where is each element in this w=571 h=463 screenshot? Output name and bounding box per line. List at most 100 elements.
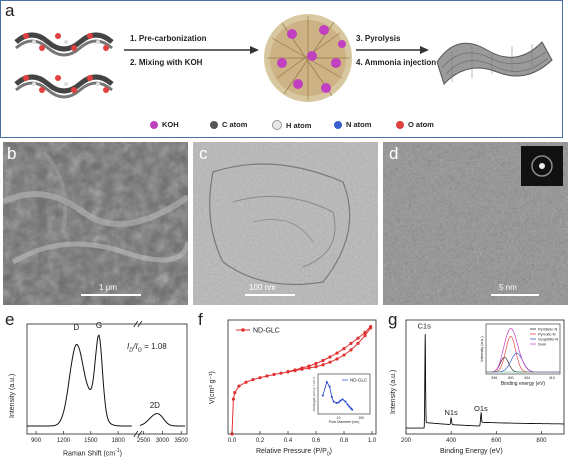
axis-break-mark bbox=[137, 430, 143, 438]
xps-inset-x-label: Binding energy (eV) bbox=[501, 381, 546, 387]
xps-x-axis-label: Binding Energy (eV) bbox=[440, 448, 503, 455]
bet-inset-point bbox=[330, 396, 333, 398]
step-3-label: 3. Pyrolysis bbox=[356, 34, 401, 43]
bet-x-tick-label: 0.6 bbox=[312, 438, 321, 444]
xps-inset-legend-label: Pyridinic-N bbox=[538, 327, 557, 332]
axis-break-mark bbox=[133, 430, 139, 438]
raman-peak-label: D bbox=[73, 323, 79, 332]
bet-legend-marker bbox=[241, 328, 245, 332]
raman-plot-frame bbox=[26, 323, 188, 435]
bet-data-point bbox=[349, 341, 353, 346]
xps-x-tick-label: 400 bbox=[446, 438, 457, 444]
step-4-label: 4. Ammonia injection bbox=[356, 58, 437, 67]
xps-inset-tick-label: 410 bbox=[549, 376, 555, 380]
sem-image-panel: b 1 μm bbox=[3, 142, 188, 305]
lignin-chains-illustration bbox=[14, 32, 114, 99]
panel-label-g: g bbox=[388, 310, 398, 329]
bet-x-tick-label: 0.0 bbox=[228, 438, 237, 444]
xps-inset-legend-label: Pyrrolic-N bbox=[538, 332, 556, 337]
bet-inset-y-label: dV/dlog(D) (cm³ g⁻¹ nm⁻¹) bbox=[312, 377, 316, 412]
legend-item-o-atom: O atom bbox=[396, 120, 434, 129]
xps-x-tick-label: 600 bbox=[491, 438, 502, 444]
bet-inset-point bbox=[348, 405, 351, 408]
arrow-right-icon bbox=[356, 46, 429, 54]
bet-inset-point bbox=[328, 385, 331, 388]
raman-x-axis-label: Raman Shift (cm-1) bbox=[63, 448, 122, 458]
xps-inset-tick-label: 404 bbox=[524, 376, 530, 380]
legend-item-n-atom: N atom bbox=[334, 120, 371, 129]
hydrogen-dot-icon bbox=[272, 120, 282, 130]
bet-data-point bbox=[342, 346, 346, 351]
bet-desorption-line bbox=[287, 326, 371, 373]
raman-spectrum-line-left bbox=[27, 334, 132, 427]
bet-data-point bbox=[233, 390, 237, 395]
bet-inset-point bbox=[332, 400, 335, 403]
raman-x-tick-label: 1800 bbox=[111, 438, 125, 444]
raman-x-tick-label: 1500 bbox=[84, 438, 98, 444]
xps-chart-panel: g 200 400 600 800 C1s N1s O1s 396 400 404 410 Bindi… bbox=[386, 310, 568, 460]
tem-image-panel-high-mag: d 5 nm bbox=[383, 142, 568, 305]
step-2-label: 2. Mixing with KOH bbox=[130, 58, 203, 67]
raman-chart-panel: e 900 1200 1500 1800 2500 3000 3500 D G 2D Intens… bbox=[3, 310, 193, 460]
bet-x-tick-label: 0.8 bbox=[340, 438, 349, 444]
legend-item-koh: KOH bbox=[150, 120, 179, 129]
bet-x-tick-label: 0.4 bbox=[284, 438, 293, 444]
xps-y-axis-label: Intensity (a.u.) bbox=[390, 369, 397, 414]
bet-data-point bbox=[369, 324, 373, 329]
raman-chart: 900 1200 1500 1800 2500 3000 3500 D G 2D bbox=[26, 320, 189, 444]
koh-dot-icon bbox=[150, 120, 158, 129]
panel-label-b: b bbox=[7, 144, 17, 163]
panel-label-a: a bbox=[5, 1, 15, 20]
panel-label-e: e bbox=[5, 310, 15, 329]
raman-x-tick-label: 3000 bbox=[156, 438, 170, 444]
bet-inset-tick-label: 100 bbox=[358, 416, 364, 420]
bet-inset-point bbox=[346, 403, 349, 406]
xps-x-tick-label: 800 bbox=[536, 438, 547, 444]
axis-break-mark bbox=[133, 320, 139, 328]
bet-inset-x-label: Pore Diameter (nm) bbox=[329, 420, 360, 424]
bet-data-point bbox=[314, 361, 318, 366]
bet-data-point bbox=[356, 336, 360, 340]
step-1-label: 1. Pre-carbonization bbox=[130, 34, 207, 43]
bet-data-point bbox=[251, 378, 255, 382]
bet-data-point bbox=[363, 330, 367, 335]
raman-x-tick-label: 900 bbox=[31, 438, 42, 444]
tem-micrograph-low-mag bbox=[193, 142, 378, 305]
bet-inset-point bbox=[335, 402, 338, 404]
bet-data-point bbox=[307, 364, 311, 368]
bet-plot-frame bbox=[227, 319, 377, 435]
bet-inset-point bbox=[349, 407, 352, 410]
bet-data-point bbox=[279, 371, 283, 375]
bet-data-point bbox=[265, 374, 269, 378]
oxygen-dot-icon bbox=[396, 120, 404, 129]
bet-data-point bbox=[286, 370, 290, 374]
raman-peak-label: 2D bbox=[150, 401, 160, 410]
bet-data-point bbox=[356, 341, 360, 346]
bet-data-point bbox=[293, 368, 297, 372]
raman-ratio-annotation: ID/IG = 1.08 bbox=[127, 342, 167, 354]
xps-inset-tick-label: 396 bbox=[491, 376, 497, 380]
graphene-sheet-illustration bbox=[436, 41, 553, 85]
bet-y-axis-label: V(cm³ g⁻¹) bbox=[209, 371, 216, 404]
bet-inset-point bbox=[321, 394, 324, 397]
bet-x-tick-label: 0.2 bbox=[256, 438, 265, 444]
scale-bar bbox=[245, 294, 295, 296]
scale-label-d: 5 nm bbox=[499, 283, 517, 292]
bet-data-point bbox=[244, 380, 248, 384]
panel-label-c: c bbox=[199, 144, 208, 163]
raman-y-axis-label: Intensity (a.u.) bbox=[9, 373, 16, 418]
schematic-panel: a 1. Pre-carbonization 2. Mixing with KO… bbox=[0, 0, 563, 138]
xps-inset-y-label: Intensity (a.u.) bbox=[479, 336, 484, 362]
legend-item-c-atom: C atom bbox=[210, 120, 247, 129]
koh-mixture-illustration bbox=[264, 14, 352, 102]
scale-label-b: 1 μm bbox=[99, 283, 117, 292]
bet-x-tick-label: 1.0 bbox=[368, 438, 377, 444]
raman-x-tick-label: 3500 bbox=[175, 438, 189, 444]
xps-peak-label: C1s bbox=[418, 321, 432, 330]
xps-inset-legend-label: Graphitic-N bbox=[538, 337, 558, 342]
bet-data-point bbox=[328, 360, 332, 364]
panel-label-d: d bbox=[389, 144, 399, 163]
bet-data-point bbox=[349, 348, 353, 352]
raman-x-tick-label: 2500 bbox=[137, 438, 151, 444]
bet-data-point bbox=[237, 384, 241, 388]
